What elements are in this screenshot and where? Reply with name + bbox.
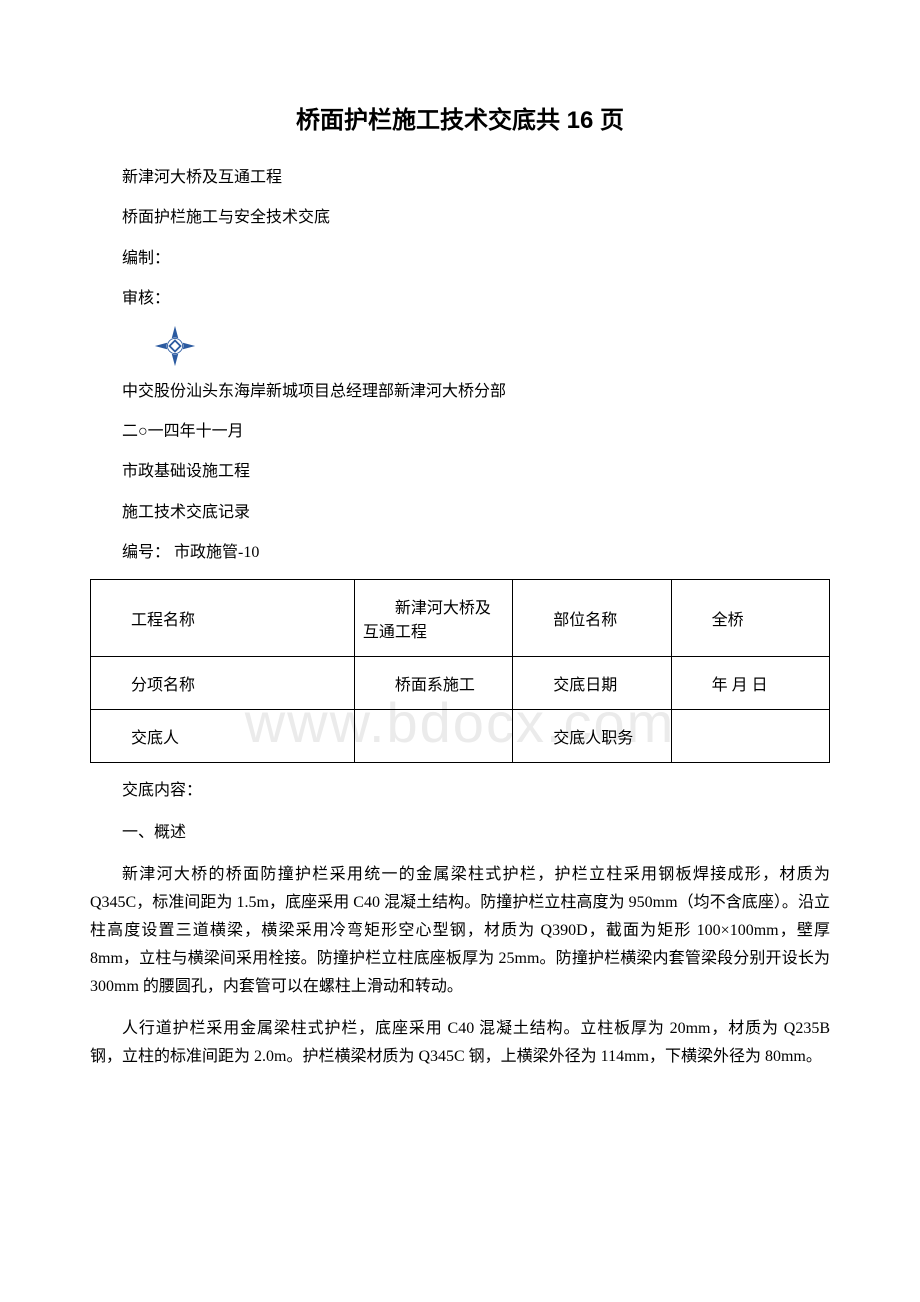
header-line: 桥面护栏施工与安全技术交底 — [90, 203, 830, 233]
document-content: 桥面护栏施工技术交底共 16 页 新津河大桥及互通工程 桥面护栏施工与安全技术交… — [90, 100, 830, 1071]
cell-label: 部位名称 — [513, 579, 671, 656]
cell-value: 桥面系施工 — [354, 656, 512, 709]
cell-value: 新津河大桥及互通工程 — [354, 579, 512, 656]
compass-logo-icon — [122, 325, 164, 367]
cell-label: 交底人 — [91, 709, 355, 762]
cell-label: 工程名称 — [91, 579, 355, 656]
paragraph: 人行道护栏采用金属梁柱式护栏，底座采用 C40 混凝土结构。立柱板厚为 20mm… — [90, 1015, 830, 1071]
cell-label: 分项名称 — [91, 656, 355, 709]
cell-label: 交底日期 — [513, 656, 671, 709]
body-line: 编号： 市政施管-10 — [90, 538, 830, 568]
cell-label: 交底人职务 — [513, 709, 671, 762]
body-line: 市政基础设施工程 — [90, 457, 830, 487]
body-line: 中交股份汕头东海岸新城项目总经理部新津河大桥分部 — [90, 377, 830, 407]
info-table: 工程名称 新津河大桥及互通工程 部位名称 全桥 分项名称 桥面系施工 交底日期 … — [90, 579, 830, 763]
header-line: 编制： — [90, 244, 830, 274]
header-line: 新津河大桥及互通工程 — [90, 163, 830, 193]
table-row: 工程名称 新津河大桥及互通工程 部位名称 全桥 — [91, 579, 830, 656]
body-line: 二○一四年十一月 — [90, 417, 830, 447]
paragraph: 新津河大桥的桥面防撞护栏采用统一的金属梁柱式护栏，护栏立柱采用钢板焊接成形，材质… — [90, 861, 830, 1001]
page-title: 桥面护栏施工技术交底共 16 页 — [90, 100, 830, 135]
header-line: 审核： — [90, 284, 830, 314]
cell-value: 年 月 日 — [671, 656, 829, 709]
section-heading: 交底内容： — [90, 777, 830, 805]
table-row: 分项名称 桥面系施工 交底日期 年 月 日 — [91, 656, 830, 709]
body-line: 施工技术交底记录 — [90, 498, 830, 528]
table-row: 交底人 交底人职务 — [91, 709, 830, 762]
logo-container — [90, 325, 830, 367]
cell-value — [671, 709, 829, 762]
cell-value: 全桥 — [671, 579, 829, 656]
cell-value — [354, 709, 512, 762]
section-heading: 一、概述 — [90, 819, 830, 847]
